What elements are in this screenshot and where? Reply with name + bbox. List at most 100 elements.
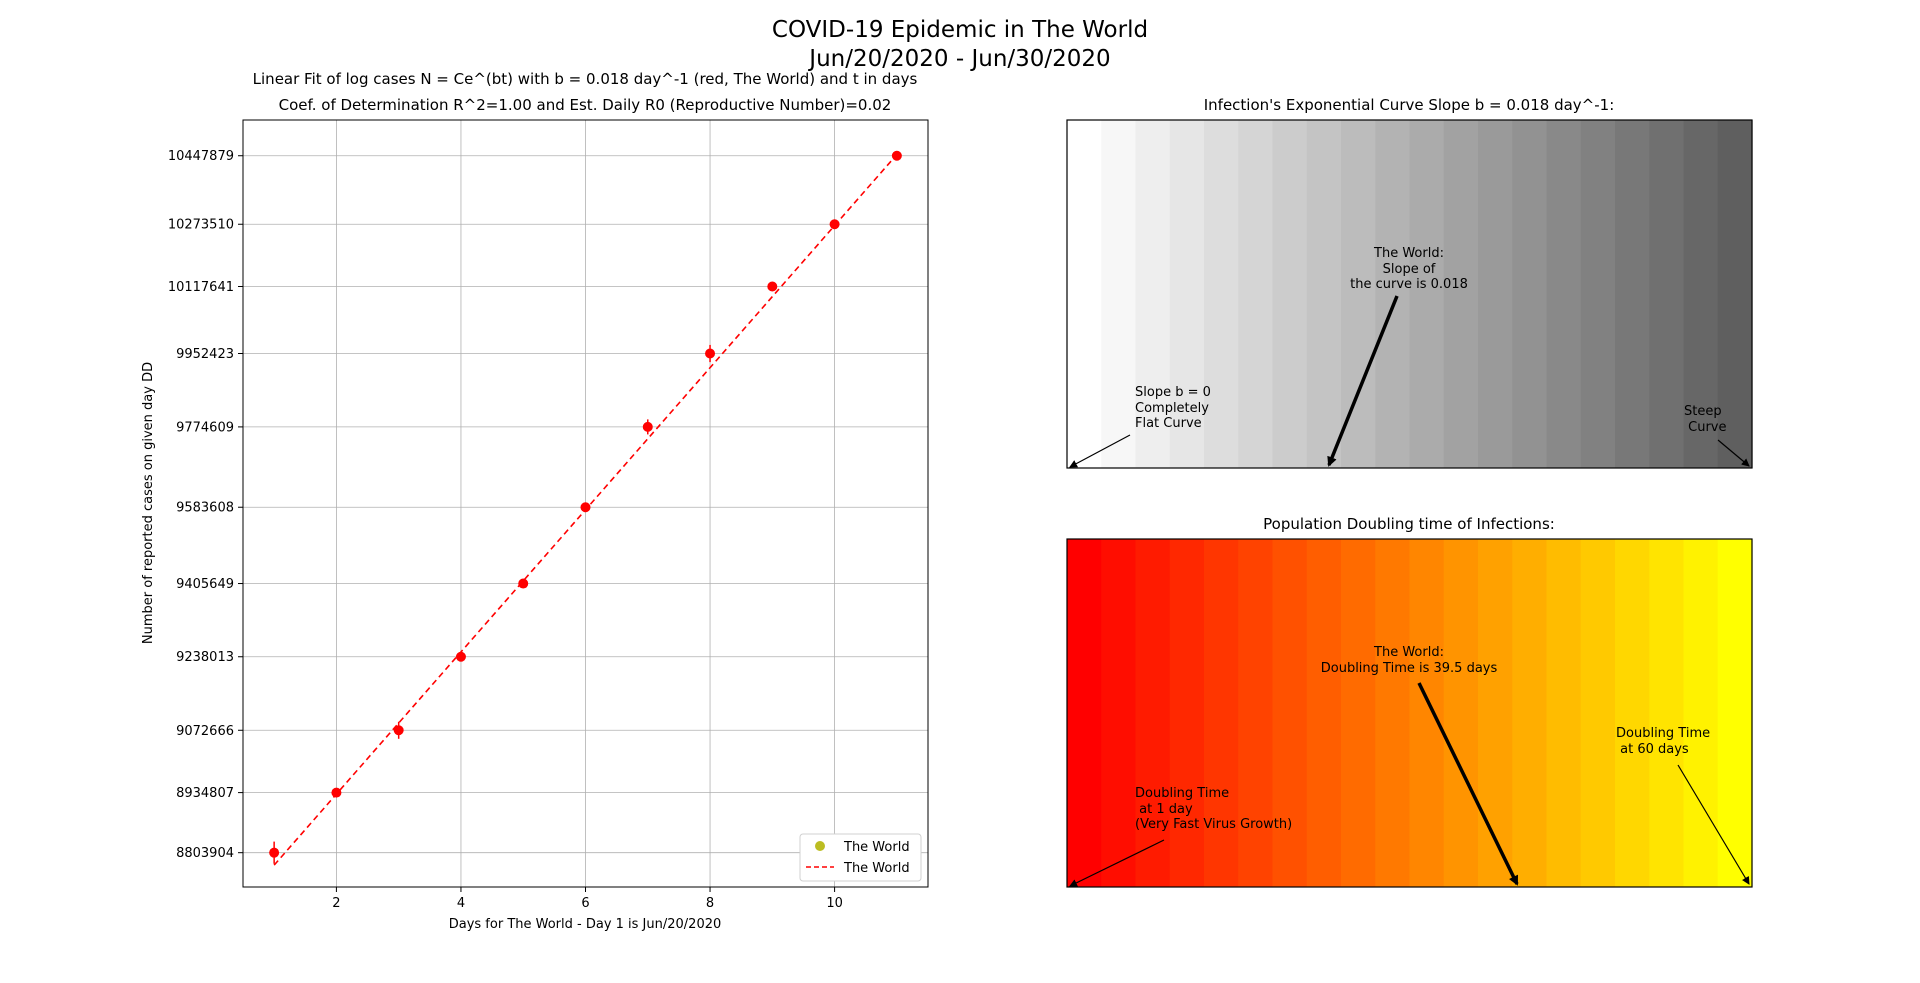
doubling-world-arrow [1417,682,1519,886]
data-point [331,787,342,798]
color-band [1135,120,1171,468]
doubling-world-annotation: The World: Doubling Time is 39.5 days [1320,645,1498,676]
color-band [1615,120,1650,468]
color-band [1169,539,1205,887]
color-band [1512,539,1548,887]
x-axis-label: Days for The World - Day 1 is Jun/20/202… [449,917,722,932]
y-tick-label: 10273510 [168,218,234,233]
legend-label-points: The World [843,840,910,855]
x-axis-ticks: 2 4 6 8 10 [332,887,843,911]
figure-title-line1: COVID-19 Epidemic in The World [771,17,1149,43]
x-tick-label: 8 [706,896,714,911]
doubling-colorbar [1067,539,1753,887]
color-band [1272,120,1308,468]
color-band [1580,120,1616,468]
slope-panel-title: Infection's Exponential Curve Slope b = … [1204,96,1615,114]
x-tick-label: 6 [581,896,589,911]
color-band [1512,120,1548,468]
fit-chart-legend: The World The World [799,833,922,882]
y-tick-label: 9774609 [176,420,234,435]
doubling-60-arrow [1677,764,1750,885]
color-band [1238,539,1274,887]
data-point [891,150,902,161]
y-tick-label: 10117641 [168,280,234,295]
data-points-series [269,150,902,864]
data-point [455,651,466,662]
doubling-panel: Population Doubling time of Infections: [1066,515,1753,888]
data-point [642,421,653,432]
data-point [518,578,529,589]
figure-title-line2: Jun/20/2020 - Jun/30/2020 [809,45,1111,72]
color-band [1478,120,1513,468]
color-band [1615,539,1650,887]
color-band [1409,539,1445,887]
data-point [269,847,280,858]
color-band [1649,120,1685,468]
y-tick-label: 9405649 [176,577,234,592]
color-band [1067,539,1102,887]
doubling-60-annotation: Doubling Time at 60 days [1616,726,1711,757]
x-tick-label: 4 [457,896,465,911]
color-band [1101,120,1137,468]
y-tick-label: 10447879 [168,149,234,164]
color-band [1375,539,1411,887]
color-band [1683,539,1719,887]
slope-panel-frame [1066,119,1753,469]
color-band [1204,539,1239,887]
y-axis-label: Number of reported cases on given day DD [141,362,156,644]
fit-chart: Linear Fit of log cases N = Ce^(bt) with… [141,70,929,932]
color-band [1546,539,1582,887]
doubling-fast-annotation: Doubling Time at 1 day (Very Fast Virus … [1135,786,1293,833]
color-band [1101,539,1137,887]
color-band [1204,120,1239,468]
color-band [1546,120,1582,468]
doubling-panel-title: Population Doubling time of Infections: [1263,515,1555,533]
doubling-fast-arrow [1069,839,1165,887]
y-axis-ticks: 8803904 8934807 9072666 9238013 9405649 95836… [168,149,243,861]
slope-steep-annotation: Steep Curve [1684,404,1727,435]
color-band [1443,539,1479,887]
color-band [1306,539,1342,887]
slope-flat-arrow [1069,434,1131,468]
color-band [1306,120,1342,468]
data-point [393,725,404,736]
y-tick-label: 9583608 [176,501,234,516]
data-point [580,502,591,513]
color-band [1443,120,1479,468]
color-band [1683,120,1719,468]
doubling-panel-frame [1066,538,1753,888]
fit-chart-title-line1: Linear Fit of log cases N = Ce^(bt) with… [253,70,918,88]
legend-marker-points [815,841,825,851]
color-band [1478,539,1513,887]
fit-chart-title-line2: Coef. of Determination R^2=1.00 and Est.… [279,96,892,114]
x-tick-label: 10 [826,896,843,911]
slope-colorbar [1067,120,1753,468]
color-band [1135,539,1171,887]
slope-flat-annotation: Slope b = 0 Completely Flat Curve [1135,385,1211,432]
color-band [1272,539,1308,887]
slope-steep-arrow [1717,439,1750,467]
slope-world-annotation: The World: Slope of the curve is 0.018 [1350,246,1468,293]
y-tick-label: 8934807 [176,786,234,801]
y-tick-label: 9072666 [176,724,234,739]
color-band [1580,539,1616,887]
color-band [1409,120,1445,468]
legend-box [799,833,922,882]
x-tick-label: 2 [332,896,340,911]
color-band [1717,539,1753,887]
color-band [1375,120,1411,468]
y-tick-label: 9952423 [176,347,234,362]
color-band [1341,120,1376,468]
slope-panel: Infection's Exponential Curve Slope b = … [1066,96,1753,469]
data-point [767,281,778,292]
color-band [1067,120,1102,468]
color-band [1341,539,1376,887]
y-tick-label: 9238013 [176,650,234,665]
data-point [829,219,840,230]
color-band [1169,120,1205,468]
figure-title: COVID-19 Epidemic in The World Jun/20/202… [660,16,1260,74]
color-band [1717,120,1753,468]
data-point [705,348,716,359]
color-band [1238,120,1274,468]
